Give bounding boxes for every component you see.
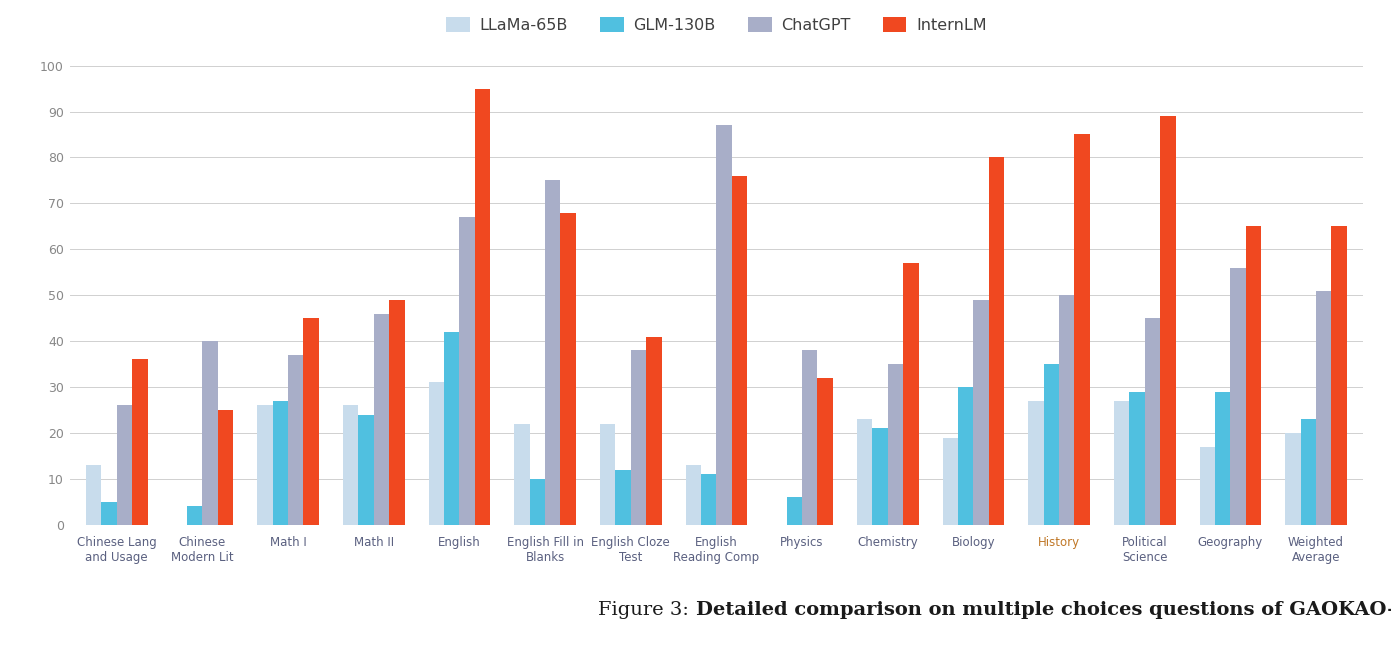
- Bar: [887, 364, 903, 525]
- Bar: [342, 405, 359, 525]
- Bar: [1246, 226, 1262, 525]
- Bar: [389, 300, 405, 525]
- Bar: [202, 341, 218, 525]
- Text: Figure 3:: Figure 3:: [598, 601, 696, 619]
- Bar: [1043, 364, 1059, 525]
- Bar: [86, 465, 102, 525]
- Bar: [903, 263, 918, 525]
- Bar: [530, 479, 545, 525]
- Bar: [561, 213, 576, 525]
- Bar: [288, 355, 303, 525]
- Bar: [803, 350, 818, 525]
- Bar: [1028, 401, 1043, 525]
- Bar: [132, 359, 147, 525]
- Bar: [686, 465, 701, 525]
- Bar: [716, 125, 732, 525]
- Bar: [989, 157, 1004, 525]
- Bar: [1231, 268, 1246, 525]
- Bar: [102, 502, 117, 525]
- Bar: [428, 382, 444, 525]
- Bar: [857, 419, 872, 525]
- Bar: [186, 506, 202, 525]
- Bar: [459, 217, 474, 525]
- Bar: [1214, 392, 1231, 525]
- Bar: [943, 438, 958, 525]
- Bar: [630, 350, 645, 525]
- Bar: [1301, 419, 1316, 525]
- Bar: [1074, 134, 1091, 525]
- Bar: [1059, 295, 1074, 525]
- Bar: [872, 428, 887, 525]
- Bar: [787, 497, 803, 525]
- Bar: [1199, 447, 1214, 525]
- Bar: [515, 424, 530, 525]
- Bar: [117, 405, 132, 525]
- Bar: [615, 470, 630, 525]
- Bar: [1114, 401, 1129, 525]
- Bar: [257, 405, 273, 525]
- Bar: [1145, 318, 1160, 525]
- Bar: [273, 401, 288, 525]
- Bar: [303, 318, 319, 525]
- Bar: [1316, 291, 1331, 525]
- Bar: [645, 337, 662, 525]
- Bar: [600, 424, 615, 525]
- Legend: LLaMa-65B, GLM-130B, ChatGPT, InternLM: LLaMa-65B, GLM-130B, ChatGPT, InternLM: [440, 11, 993, 39]
- Bar: [732, 176, 747, 525]
- Bar: [974, 300, 989, 525]
- Bar: [444, 332, 459, 525]
- Bar: [701, 474, 716, 525]
- Bar: [818, 378, 833, 525]
- Bar: [218, 410, 234, 525]
- Bar: [374, 314, 389, 525]
- Bar: [359, 415, 374, 525]
- Text: Detailed comparison on multiple choices questions of GAOKAO-Benchmark: Detailed comparison on multiple choices …: [696, 601, 1391, 619]
- Bar: [1160, 116, 1175, 525]
- Bar: [1129, 392, 1145, 525]
- Bar: [958, 387, 974, 525]
- Bar: [545, 180, 561, 525]
- Bar: [1331, 226, 1346, 525]
- Bar: [474, 89, 490, 525]
- Bar: [1285, 433, 1301, 525]
